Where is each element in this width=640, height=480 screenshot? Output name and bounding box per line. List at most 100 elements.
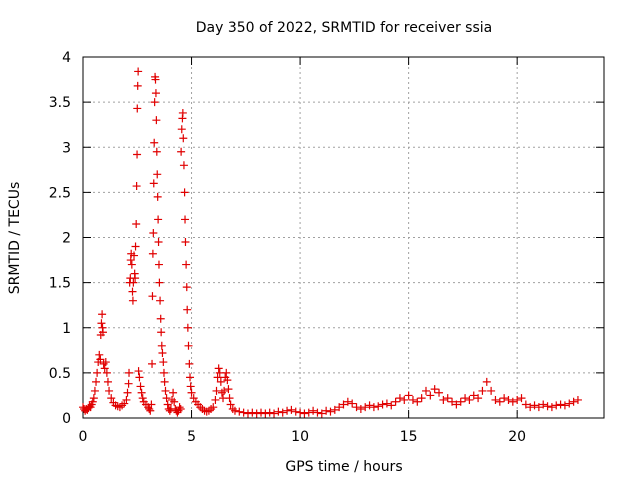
- data-point: [157, 328, 166, 337]
- data-point: [168, 395, 177, 404]
- data-point: [133, 81, 142, 90]
- data-point: [181, 238, 190, 247]
- data-point: [543, 402, 552, 411]
- data-point: [224, 385, 233, 394]
- data-point: [125, 368, 134, 377]
- data-point: [226, 400, 235, 409]
- data-point: [430, 385, 439, 394]
- data-point: [452, 400, 461, 409]
- data-point: [539, 400, 548, 409]
- data-point: [469, 391, 478, 400]
- data-point: [131, 242, 140, 251]
- data-point: [274, 407, 283, 416]
- data-point: [291, 407, 300, 416]
- data-point: [145, 404, 154, 413]
- y-tick-label: 1.5: [49, 276, 71, 292]
- data-point: [243, 409, 252, 418]
- data-point: [154, 260, 163, 269]
- data-point: [169, 388, 178, 397]
- data-point: [177, 147, 186, 156]
- data-point: [565, 399, 574, 408]
- data-point: [130, 251, 139, 260]
- grid: [83, 57, 604, 418]
- data-point: [128, 296, 137, 305]
- data-point: [378, 400, 387, 409]
- data-point: [400, 395, 409, 404]
- data-point: [222, 368, 231, 377]
- y-tick-label: 1: [62, 321, 71, 337]
- data-point: [287, 405, 296, 414]
- data-point: [150, 138, 159, 147]
- data-point: [163, 400, 172, 409]
- data-point: [560, 401, 569, 410]
- data-point: [382, 399, 391, 408]
- data-point: [90, 386, 99, 395]
- data-point: [95, 350, 104, 359]
- data-point: [182, 260, 191, 269]
- data-point: [137, 388, 146, 397]
- data-point: [88, 397, 97, 406]
- data-point: [98, 310, 107, 319]
- data-point: [552, 401, 561, 410]
- data-point: [348, 399, 357, 408]
- data-point: [300, 409, 309, 418]
- data-point: [118, 401, 127, 410]
- data-point: [395, 394, 404, 403]
- data-point: [136, 382, 145, 391]
- data-point: [474, 394, 483, 403]
- x-tick-label: 10: [291, 429, 309, 445]
- data-point: [131, 274, 140, 283]
- data-point: [504, 395, 513, 404]
- data-point: [182, 283, 191, 292]
- data-point: [456, 397, 465, 406]
- data-point: [573, 395, 582, 404]
- data-point: [159, 358, 168, 367]
- data-point: [374, 402, 383, 411]
- data-point: [212, 386, 221, 395]
- y-tick-label: 0.5: [49, 366, 71, 382]
- y-tick-label: 3.5: [49, 95, 71, 111]
- data-point: [186, 382, 195, 391]
- data-point: [278, 408, 287, 417]
- data-point: [265, 408, 274, 417]
- data-point: [547, 403, 556, 412]
- data-point: [517, 394, 526, 403]
- data-point: [135, 373, 144, 382]
- data-point: [132, 219, 141, 228]
- data-point: [132, 182, 141, 191]
- data-point: [129, 278, 138, 287]
- data-point: [170, 397, 179, 406]
- data-point: [146, 406, 155, 415]
- data-point: [154, 215, 163, 224]
- data-point: [186, 373, 195, 382]
- data-point: [365, 401, 374, 410]
- data-point: [491, 395, 500, 404]
- data-point: [478, 386, 487, 395]
- data-point: [322, 406, 331, 415]
- data-point: [443, 394, 452, 403]
- data-point: [213, 373, 222, 382]
- axis-ticks: 0 5 10 15 20 0 0.5 1 1.5 2 2.5 3 3.5 4: [49, 50, 604, 445]
- data-point: [304, 408, 313, 417]
- data-point: [153, 192, 162, 201]
- data-point: [160, 377, 169, 386]
- data-point: [133, 104, 142, 113]
- data-point: [96, 355, 105, 364]
- data-point: [152, 116, 161, 125]
- data-point: [179, 161, 188, 170]
- data-point: [556, 400, 565, 409]
- data-point: [569, 397, 578, 406]
- data-point: [148, 359, 157, 368]
- y-tick-label: 2.5: [49, 185, 71, 201]
- data-point: [487, 386, 496, 395]
- data-point: [421, 386, 430, 395]
- data-point: [217, 388, 226, 397]
- data-point: [103, 377, 112, 386]
- data-point: [214, 364, 223, 373]
- data-point: [500, 394, 509, 403]
- data-point: [356, 404, 365, 413]
- x-axis-label: GPS time / hours: [285, 459, 402, 475]
- data-point: [461, 394, 470, 403]
- data-point: [317, 409, 326, 418]
